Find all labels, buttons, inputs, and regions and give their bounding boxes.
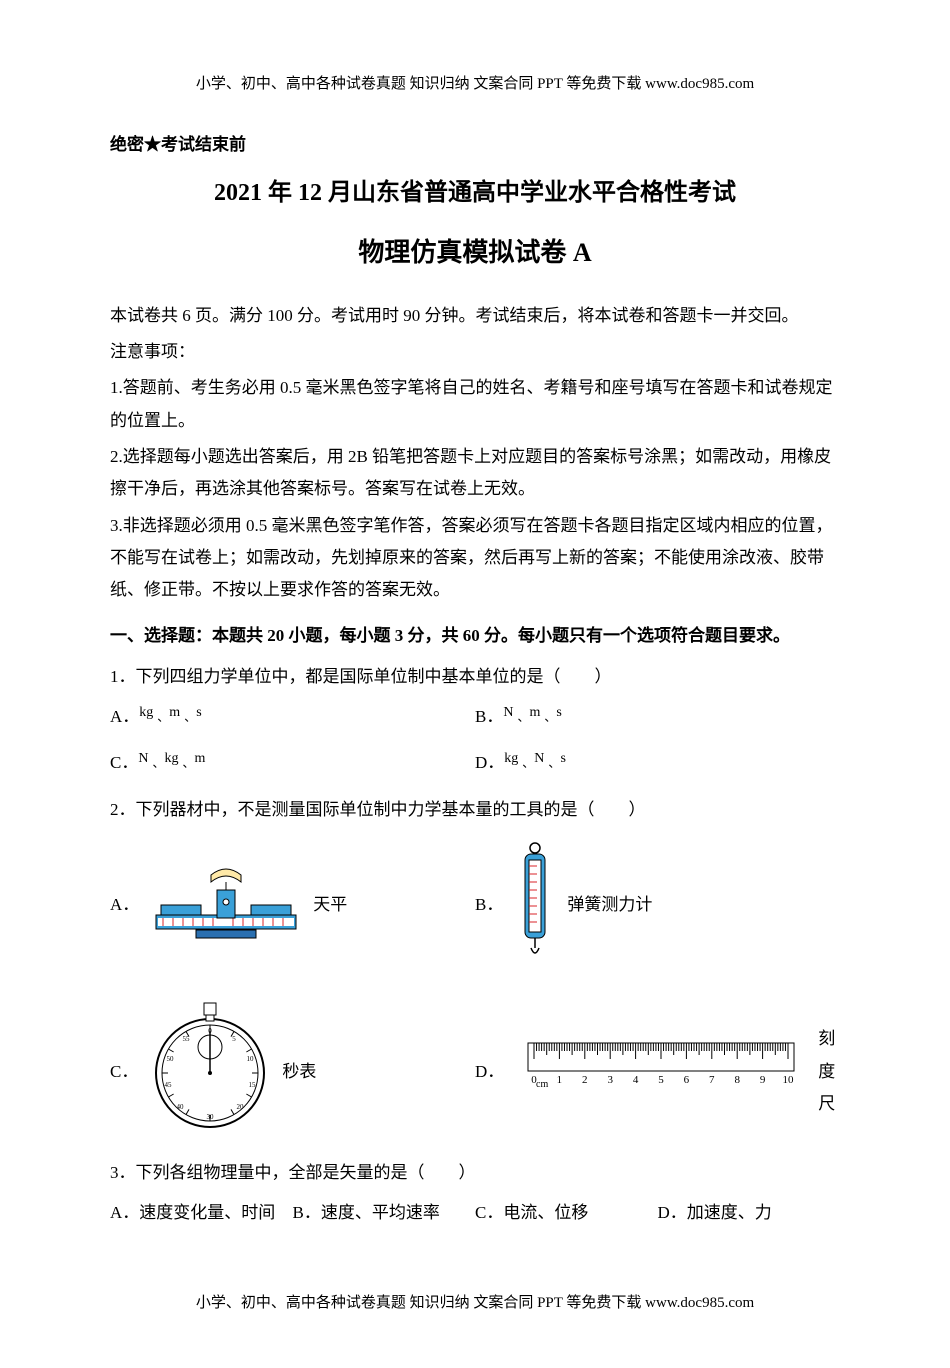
svg-text:5: 5 xyxy=(233,1035,237,1043)
svg-text:55: 55 xyxy=(183,1035,191,1043)
spring-gauge-icon xyxy=(515,840,555,971)
unit: s xyxy=(560,746,569,773)
q1-stem: 1．下列四组力学单位中，都是国际单位制中基本单位的是（ ） xyxy=(110,661,840,693)
svg-text:cm: cm xyxy=(536,1079,548,1090)
q1-option-d: D． kg、 N、 s xyxy=(475,747,840,779)
balance-scale-icon xyxy=(151,860,301,951)
sep: 、 xyxy=(548,752,560,775)
q3-stem: 3．下列各组物理量中，全部是矢量的是（ ） xyxy=(110,1157,840,1189)
sep: 、 xyxy=(184,706,196,729)
opt-label: C． xyxy=(110,747,138,779)
opt-name: 秒表 xyxy=(282,1056,316,1088)
sep: 、 xyxy=(182,752,194,775)
unit: s xyxy=(196,700,205,727)
opt-label: D． xyxy=(475,747,504,779)
q3-option-a: A．速度变化量、时间 xyxy=(110,1197,293,1229)
svg-text:45: 45 xyxy=(165,1081,173,1089)
svg-text:10: 10 xyxy=(247,1055,255,1063)
svg-text:2: 2 xyxy=(582,1074,588,1086)
svg-text:10: 10 xyxy=(783,1074,795,1086)
sep: 、 xyxy=(152,752,164,775)
svg-text:3: 3 xyxy=(608,1074,614,1086)
unit: m xyxy=(529,700,544,727)
svg-text:40: 40 xyxy=(177,1103,185,1111)
svg-text:8: 8 xyxy=(735,1074,741,1086)
opt-label: A． xyxy=(110,889,139,921)
sep: 、 xyxy=(157,706,169,729)
q2-option-b: B． 弹簧测力计 xyxy=(475,840,840,971)
intro: 本试卷共 6 页。满分 100 分。考试用时 90 分钟。考试结束后，将本试卷和… xyxy=(110,300,840,332)
q3-options: A．速度变化量、时间 B．速度、平均速率 C．电流、位移 D．加速度、力 xyxy=(110,1197,840,1229)
svg-text:50: 50 xyxy=(167,1055,175,1063)
opt-label: D． xyxy=(475,1056,504,1088)
notice-label: 注意事项： xyxy=(110,336,840,368)
q3-option-c: C．电流、位移 xyxy=(475,1197,658,1229)
svg-text:4: 4 xyxy=(633,1074,639,1086)
unit: N xyxy=(503,700,517,727)
ruler-icon: 012345678910 cm xyxy=(526,1041,796,1091)
svg-text:6: 6 xyxy=(684,1074,690,1086)
opt-label: A． xyxy=(110,701,139,733)
sep: 、 xyxy=(544,706,556,729)
opt-name: 刻度尺 xyxy=(818,1023,840,1120)
sep: 、 xyxy=(522,752,534,775)
svg-text:15: 15 xyxy=(249,1081,257,1089)
unit: kg xyxy=(504,746,522,773)
unit: s xyxy=(556,700,565,727)
opt-label: B． xyxy=(475,701,503,733)
q2-stem: 2．下列器材中，不是测量国际单位制中力学基本量的工具的是（ ） xyxy=(110,794,840,826)
page-header: 小学、初中、高中各种试卷真题 知识归纳 文案合同 PPT 等免费下载 www.d… xyxy=(110,70,840,99)
section-1-heading: 一、选择题：本题共 20 小题，每小题 3 分，共 60 分。每小题只有一个选项… xyxy=(110,620,840,652)
opt-name: 弹簧测力计 xyxy=(567,889,652,921)
unit: m xyxy=(195,746,210,773)
opt-label: B． xyxy=(475,889,503,921)
sep: 、 xyxy=(517,706,529,729)
q1-option-a: A． kg、 m、 s xyxy=(110,701,475,733)
q2-option-d: D． 012345678910 cm 刻度尺 xyxy=(475,1023,840,1120)
opt-name: 天平 xyxy=(313,889,347,921)
svg-text:30: 30 xyxy=(207,1113,215,1121)
q3-option-d: D．加速度、力 xyxy=(658,1197,841,1229)
q1-option-c: C． N、 kg、 m xyxy=(110,747,475,779)
svg-text:9: 9 xyxy=(760,1074,766,1086)
unit: m xyxy=(169,700,184,727)
unit: kg xyxy=(139,700,157,727)
q1-options-row1: A． kg、 m、 s B． N、 m、 s xyxy=(110,701,840,733)
svg-text:20: 20 xyxy=(237,1103,245,1111)
svg-text:1: 1 xyxy=(557,1074,563,1086)
notice-3: 3.非选择题必须用 0.5 毫米黑色签字笔作答，答案必须写在答题卡各题目指定区域… xyxy=(110,510,840,607)
page-footer: 小学、初中、高中各种试卷真题 知识归纳 文案合同 PPT 等免费下载 www.d… xyxy=(110,1289,840,1318)
svg-text:5: 5 xyxy=(659,1074,665,1086)
confidential-label: 绝密★考试结束前 xyxy=(110,129,840,161)
opt-label: C． xyxy=(110,1056,138,1088)
q1-options-row2: C． N、 kg、 m D． kg、 N、 s xyxy=(110,747,840,779)
notice-2: 2.选择题每小题选出答案后，用 2B 铅笔把答题卡上对应题目的答案标号涂黑；如需… xyxy=(110,441,840,506)
q1-option-b: B． N、 m、 s xyxy=(475,701,840,733)
unit: kg xyxy=(164,746,182,773)
exam-title-line2: 物理仿真模拟试卷 A xyxy=(110,228,840,277)
q3-option-b: B．速度、平均速率 xyxy=(293,1197,476,1229)
unit: N xyxy=(138,746,152,773)
svg-text:7: 7 xyxy=(709,1074,715,1086)
unit: N xyxy=(534,746,548,773)
stopwatch-icon: 0 5 10 15 20 30 40 45 50 55 xyxy=(150,1001,270,1142)
q2-option-c: C． xyxy=(110,1001,475,1142)
notice-1: 1.答题前、考生务必用 0.5 毫米黑色签字笔将自己的姓名、考籍号和座号填写在答… xyxy=(110,372,840,437)
exam-title-line1: 2021 年 12 月山东省普通高中学业水平合格性考试 xyxy=(110,171,840,217)
q2-option-a: A． xyxy=(110,860,475,951)
